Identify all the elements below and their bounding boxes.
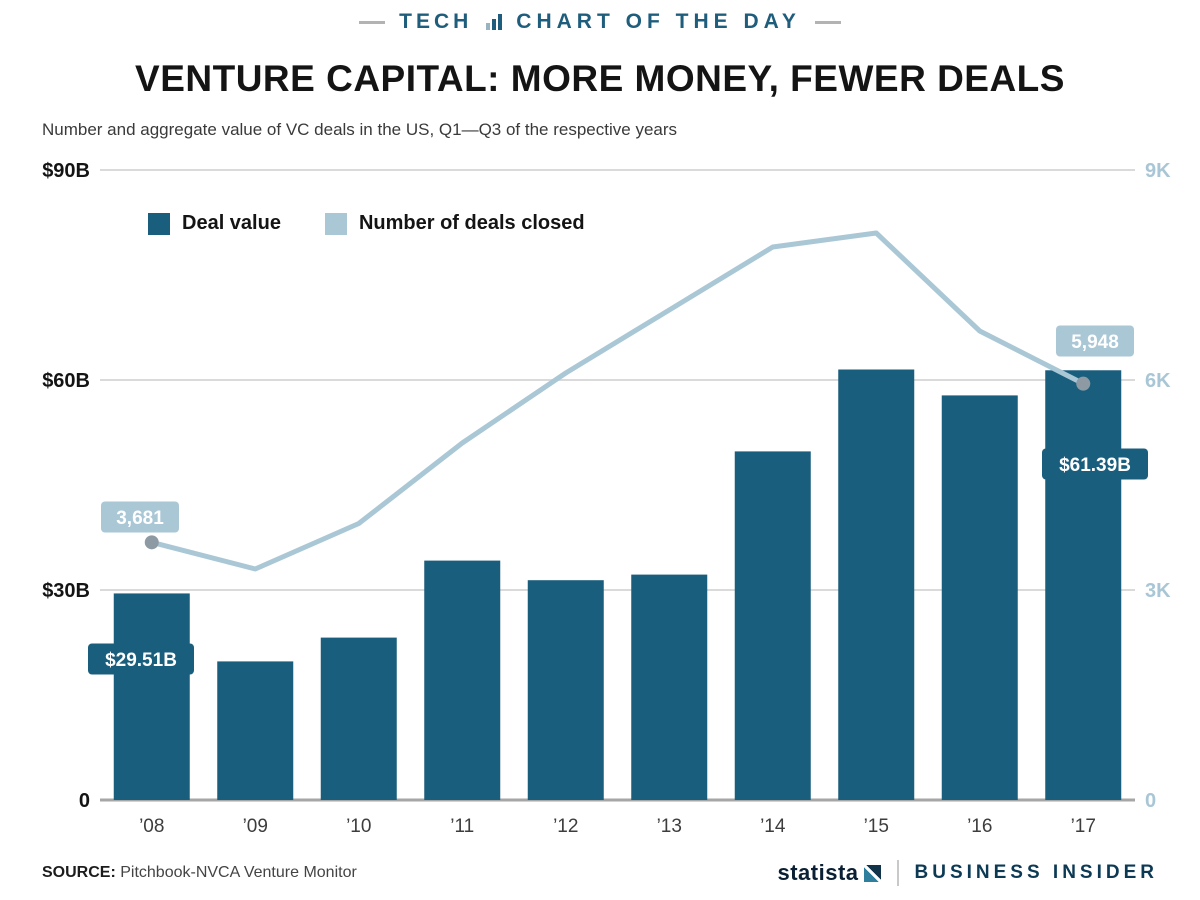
deals-closed-endpoint-dot (1076, 376, 1091, 391)
source-label: SOURCE: (42, 864, 116, 881)
footer: SOURCE: Pitchbook-NVCA Venture Monitor s… (0, 860, 1200, 886)
right-axis-tick-label: 6K (1145, 370, 1171, 392)
x-tick-label: ’15 (864, 816, 889, 837)
x-tick-label: ’17 (1071, 816, 1096, 837)
brand-logos: statista BUSINESS INSIDER (777, 860, 1158, 886)
left-axis-tick-label: $30B (42, 580, 90, 602)
annotation-badge (1042, 448, 1148, 480)
legend-label-deals-closed: Number of deals closed (358, 212, 585, 234)
deal-value-bar (941, 395, 1018, 800)
statista-wordmark: statista (777, 860, 859, 885)
legend-item-deals-closed: Number of deals closed (324, 212, 585, 235)
annotation-badge-text: $29.51B (105, 650, 177, 671)
deal-value-bar (217, 661, 294, 800)
x-tick-label: ’08 (139, 816, 164, 837)
deals-closed-line (149, 230, 1086, 572)
x-tick-label: ’12 (553, 816, 578, 837)
annotation-badge-text: 3,681 (116, 508, 164, 529)
left-axis-tick-label: $90B (42, 160, 90, 182)
x-tick-label: ’10 (346, 816, 371, 837)
brand-divider (896, 860, 899, 886)
deal-value-bar (734, 451, 811, 800)
business-insider-logo: BUSINESS INSIDER (914, 862, 1158, 883)
x-tick-label: ’14 (760, 816, 786, 837)
annotation-badge (101, 501, 179, 533)
x-tick-label: ’13 (657, 816, 682, 837)
right-axis-tick-label: 9K (1145, 160, 1171, 182)
page-subtitle: Number and aggregate value of VC deals i… (42, 120, 678, 139)
kicker-chart-of-the-day-label: CHART OF THE DAY (516, 10, 801, 33)
deal-value-bar (113, 593, 190, 800)
deal-value-bar (631, 574, 708, 800)
right-axis-tick-label: 0 (1145, 790, 1156, 812)
kicker: TECH CHART OF THE DAY (0, 10, 1200, 34)
annotation-badge (1056, 325, 1134, 357)
legend-item-deal-value: Deal value (148, 212, 281, 235)
page-title: VENTURE CAPITAL: MORE MONEY, FEWER DEALS (135, 58, 1065, 99)
bar-chart-icon (486, 14, 503, 30)
right-axis-tick-label: 3K (1145, 580, 1171, 602)
deal-value-bar (838, 369, 915, 800)
kicker-rule-left (359, 20, 386, 24)
annotation-badge-text: $61.39B (1059, 455, 1131, 476)
annotation-badge (88, 643, 194, 675)
source-text: Pitchbook-NVCA Venture Monitor (120, 864, 357, 881)
x-tick-label: ’11 (450, 816, 474, 837)
legend-swatch-deals-closed (324, 212, 347, 235)
chart-legend: Deal value Number of deals closed (148, 212, 585, 235)
x-tick-label: ’16 (967, 816, 992, 837)
kicker-rule-right (814, 20, 841, 24)
kicker-tech-label: TECH (399, 10, 473, 33)
x-tick-label: ’09 (243, 816, 268, 837)
left-axis-tick-label: 0 (79, 790, 90, 812)
left-axis-tick-label: $60B (42, 370, 90, 392)
source-credit: SOURCE: Pitchbook-NVCA Venture Monitor (42, 864, 357, 882)
legend-label-deal-value: Deal value (182, 212, 281, 234)
statista-mark-icon (863, 864, 881, 882)
annotation-badge-text: 5,948 (1071, 332, 1119, 353)
deal-value-bar (527, 580, 604, 800)
statista-logo: statista (777, 860, 881, 886)
deals-closed-endpoint-dot (144, 535, 159, 550)
vc-deals-chart: $90B 9K $60B 6K $30B 3K 0 0 ’08 ’09 ’10 ’11 ’12 ’13 ’1… (42, 160, 1171, 837)
deal-value-bar (320, 637, 397, 800)
deal-value-bar (424, 560, 501, 800)
legend-swatch-deal-value (148, 212, 170, 235)
deal-value-bar (1045, 370, 1122, 800)
